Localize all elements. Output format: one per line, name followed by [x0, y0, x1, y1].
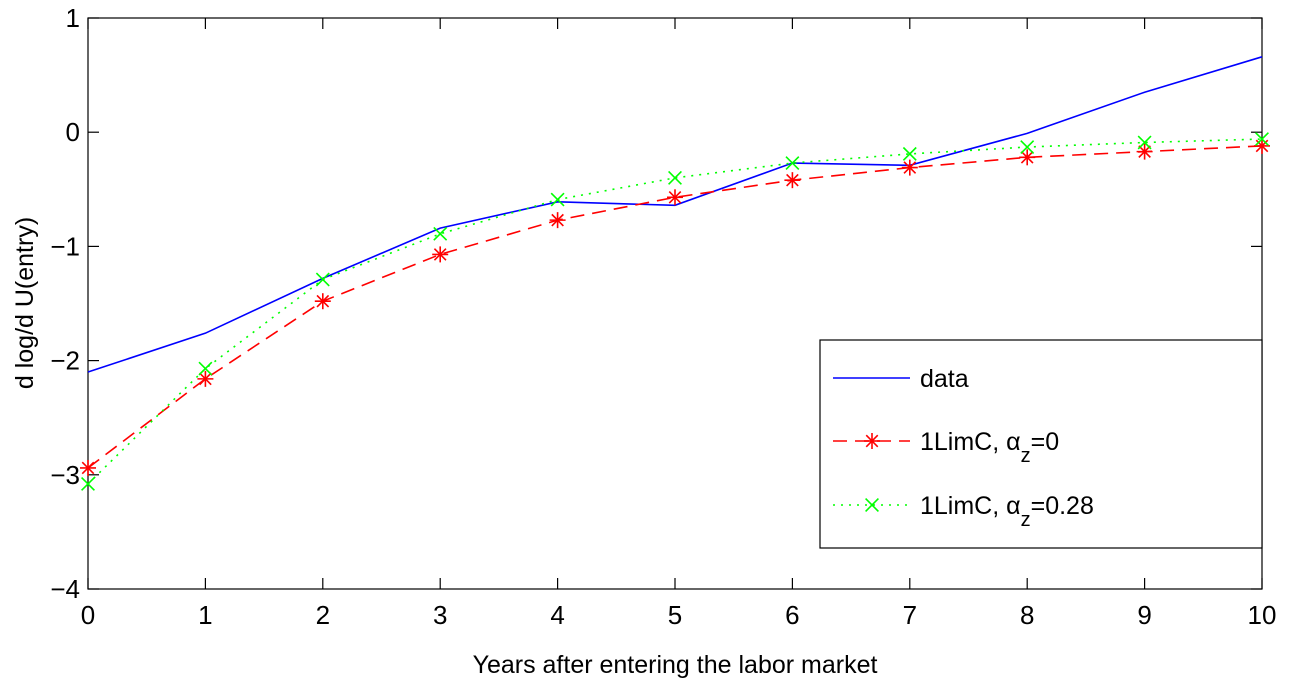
- legend-entry-1: 1LimC, αz=0: [833, 428, 1059, 467]
- x-marker: [785, 156, 800, 170]
- star-marker: [901, 159, 918, 176]
- x-tick-label: 8: [1020, 600, 1034, 630]
- x-marker: [902, 146, 917, 161]
- x-marker: [81, 476, 95, 491]
- star-marker: [314, 293, 331, 310]
- y-tick-label: −3: [50, 460, 80, 490]
- legend-label: 1LimC, αz=0.28: [920, 492, 1094, 531]
- x-tick-label: 2: [316, 600, 330, 630]
- y-tick-label: −1: [50, 231, 80, 261]
- legend-entry-0: data: [833, 365, 969, 393]
- y-tick-label: −2: [50, 346, 80, 376]
- x-tick-label: 6: [785, 600, 799, 630]
- legend-box: [819, 339, 1263, 549]
- series-line-2: [87, 138, 1263, 485]
- y-tick-label: 0: [66, 117, 80, 147]
- x-marker: [550, 192, 565, 207]
- x-marker: [865, 498, 879, 512]
- x-tick-label: 9: [1137, 600, 1151, 630]
- x-tick-label: 3: [433, 600, 447, 630]
- axis-ticks: [87, 17, 1263, 590]
- x-marker: [1255, 132, 1269, 147]
- legend-entry-2: 1LimC, αz=0.28: [833, 492, 1094, 531]
- star-marker: [667, 189, 683, 206]
- star-marker: [1019, 149, 1036, 166]
- x-marker: [433, 226, 448, 241]
- star-marker: [197, 370, 214, 387]
- x-tick-label: 7: [903, 600, 917, 630]
- star-marker: [1136, 143, 1153, 160]
- x-marker: [315, 272, 330, 287]
- legend: data 1LimC, αz=0 1LimC, αz=0.28: [819, 339, 1263, 549]
- x-marker: [1020, 140, 1035, 155]
- y-tick-labels: −4 −3 −2 −1 0 1: [50, 3, 80, 604]
- star-marker: [80, 459, 96, 476]
- star-marker: [784, 172, 801, 189]
- x-tick-label: 10: [1248, 600, 1277, 630]
- y-tick-label: 1: [66, 3, 80, 33]
- x-marker: [198, 361, 213, 376]
- y-tick-label: −4: [50, 574, 80, 604]
- x-axis-title: Years after entering the labor market: [473, 651, 878, 679]
- star-marker: [1254, 137, 1270, 154]
- star-marker: [432, 246, 449, 263]
- star-marker: [864, 433, 880, 449]
- x-tick-label: 0: [81, 600, 95, 630]
- series-group: [80, 56, 1270, 491]
- x-tick-label: 1: [198, 600, 212, 630]
- x-tick-label: 5: [668, 600, 682, 630]
- y-axis-title: d log/d U(entry): [11, 217, 39, 389]
- legend-label: data: [920, 365, 969, 393]
- x-tick-labels: 0 1 2 3 4 5 6 7 8 9 10: [81, 600, 1277, 630]
- x-marker: [668, 170, 682, 185]
- x-tick-label: 4: [550, 600, 564, 630]
- star-marker: [549, 212, 566, 229]
- legend-label: 1LimC, αz=0: [920, 428, 1059, 467]
- x-marker: [1137, 135, 1152, 150]
